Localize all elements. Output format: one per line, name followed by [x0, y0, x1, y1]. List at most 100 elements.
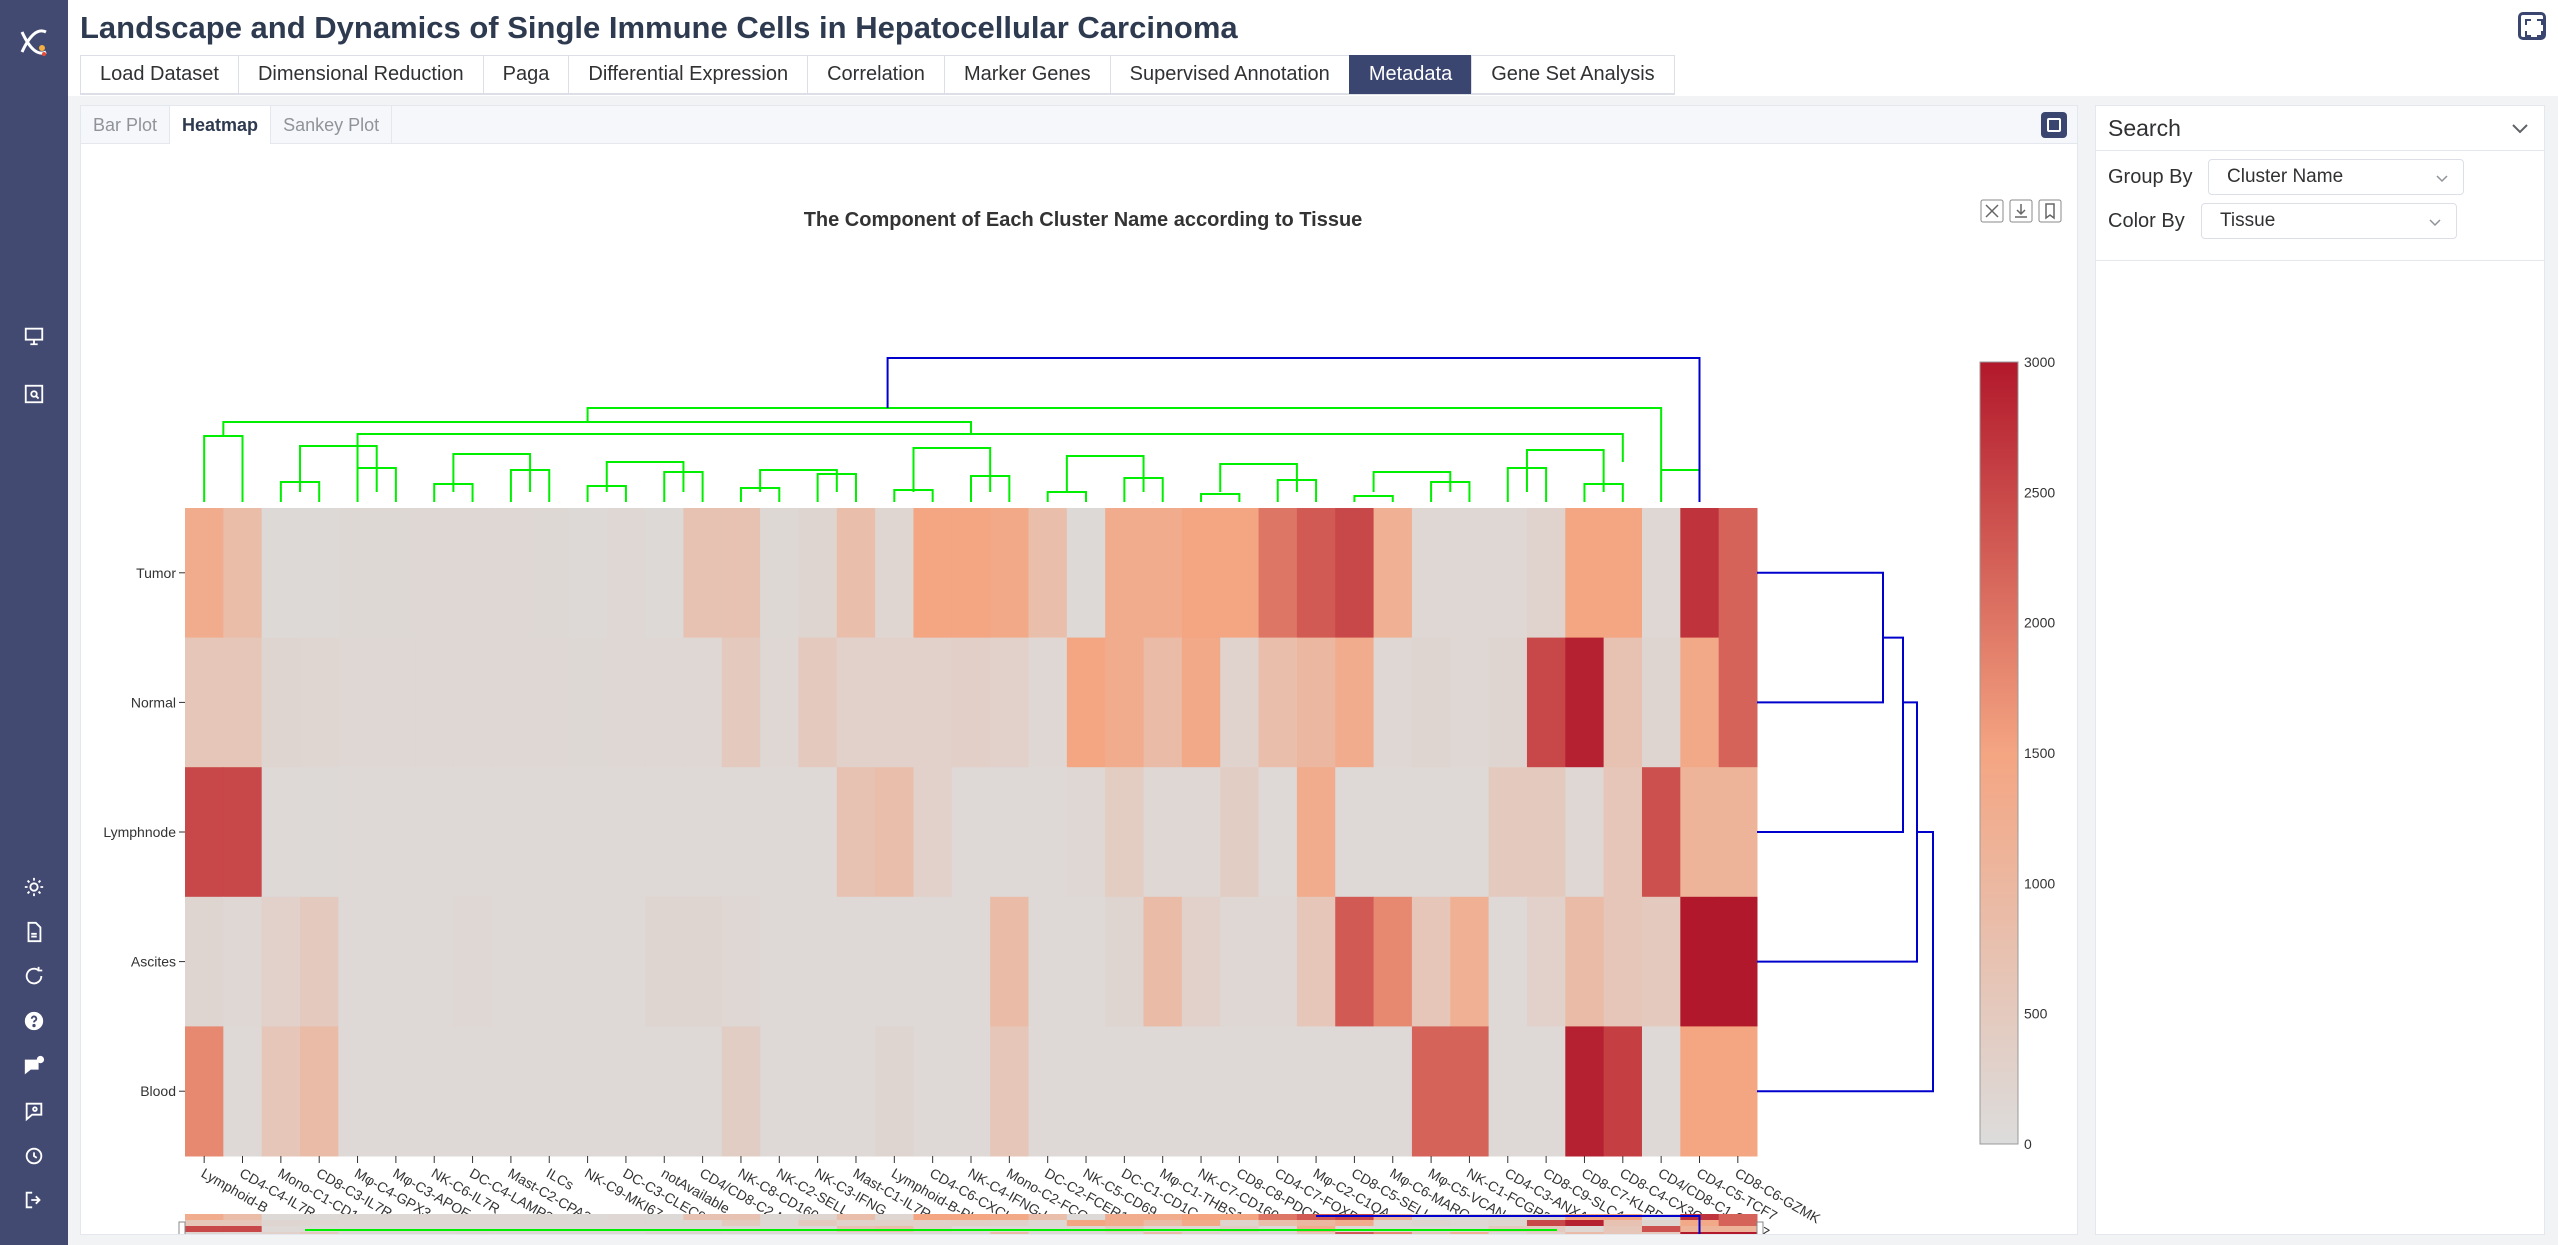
- heatmap-cell: [1526, 508, 1566, 639]
- heatmap-cell: [990, 508, 1030, 639]
- logo-icon[interactable]: [14, 22, 54, 62]
- heatmap-cell: [1066, 637, 1106, 768]
- logout-icon[interactable]: [20, 1186, 48, 1214]
- subtab-heatmap[interactable]: Heatmap: [170, 106, 272, 144]
- heatmap-cell: [1680, 896, 1720, 1027]
- overview-cell: [300, 1232, 339, 1234]
- heatmap-cell: [300, 508, 339, 639]
- color-by-select[interactable]: Tissue: [2201, 203, 2457, 239]
- heatmap-cell: [1488, 508, 1528, 639]
- overview-cell: [1105, 1232, 1145, 1234]
- overview-handle-left[interactable]: [178, 1221, 186, 1234]
- heatmap-cell: [683, 1026, 723, 1157]
- overview-cell: [491, 1214, 531, 1221]
- heatmap-cell: [913, 1026, 953, 1157]
- fullscreen-icon[interactable]: [2518, 12, 2546, 40]
- overview-cell: [491, 1220, 531, 1227]
- heatmap-cell: [1450, 508, 1490, 639]
- heatmap-cell: [338, 767, 378, 898]
- overview-handle-right[interactable]: [1756, 1221, 1764, 1234]
- tab-marker-genes[interactable]: Marker Genes: [943, 55, 1110, 94]
- heatmap-cell: [568, 896, 608, 1027]
- heatmap-cell: [951, 508, 991, 639]
- user-search-icon[interactable]: [20, 1097, 48, 1125]
- group-by-select[interactable]: Cluster Name: [2208, 159, 2464, 195]
- help-icon[interactable]: [20, 1007, 48, 1035]
- overview-cell: [683, 1214, 723, 1221]
- overview-cell: [1450, 1232, 1490, 1234]
- overview-cell: [1718, 1220, 1758, 1227]
- heatmap-cell: [1220, 896, 1260, 1027]
- heatmap-cell: [1105, 1026, 1145, 1157]
- tab-supervised-annotation[interactable]: Supervised Annotation: [1109, 55, 1349, 94]
- overview-cell: [1181, 1220, 1221, 1227]
- heatmap-cell: [1181, 637, 1221, 768]
- overview-cell: [1603, 1232, 1643, 1234]
- overview-cell: [1296, 1220, 1336, 1227]
- tab-load-dataset[interactable]: Load Dataset: [80, 55, 238, 94]
- heatmap-cell: [1450, 637, 1490, 768]
- sun-icon[interactable]: [20, 873, 48, 901]
- heatmap-cell: [300, 1026, 339, 1157]
- heatmap-cell: [1641, 896, 1681, 1027]
- overview-cell: [530, 1232, 569, 1234]
- overview-cell: [300, 1214, 339, 1221]
- colorbar-tick-label: 2000: [2024, 615, 2055, 631]
- content-panel: Bar Plot Heatmap Sankey Plot The Component…: [80, 105, 2078, 1235]
- heatmap-cell: [1680, 508, 1720, 639]
- row-label: Normal: [131, 694, 176, 710]
- overview-cell: [261, 1214, 301, 1221]
- heatmap-cell: [261, 637, 301, 768]
- heatmap-cell: [376, 1026, 416, 1157]
- overview-cell: [1028, 1214, 1068, 1221]
- bookmark-icon[interactable]: [2038, 199, 2062, 223]
- heatmap-cell: [1105, 896, 1145, 1027]
- heatmap-cell: [1220, 508, 1260, 639]
- overview-cell: [990, 1232, 1030, 1234]
- heatmap-cell: [721, 508, 761, 639]
- overview-cell: [990, 1220, 1030, 1227]
- refresh-icon[interactable]: [20, 962, 48, 990]
- file-icon[interactable]: [20, 918, 48, 946]
- tab-differential-expression[interactable]: Differential Expression: [568, 55, 808, 94]
- heatmap-cell: [760, 1026, 799, 1157]
- heatmap-cell: [645, 508, 684, 639]
- heatmap-cell: [798, 767, 838, 898]
- overview-cell: [376, 1232, 416, 1234]
- tab-gene-set-analysis[interactable]: Gene Set Analysis: [1471, 55, 1675, 94]
- heatmap-chart: The Component of Each Cluster Name accor…: [103, 199, 2062, 1234]
- heatmap-cell: [568, 1026, 608, 1157]
- overview-cell: [1450, 1220, 1490, 1227]
- tab-paga[interactable]: Paga: [482, 55, 569, 94]
- overview-cell: [1143, 1214, 1183, 1221]
- history-icon[interactable]: [20, 1142, 48, 1170]
- presentation-icon[interactable]: [20, 322, 48, 350]
- search-header[interactable]: Search: [2096, 106, 2544, 151]
- heatmap-cell: [338, 896, 378, 1027]
- search-document-icon[interactable]: [20, 380, 48, 408]
- heatmap-cell: [453, 508, 493, 639]
- subtab-bar-plot[interactable]: Bar Plot: [81, 106, 171, 144]
- tab-metadata[interactable]: Metadata: [1348, 55, 1472, 94]
- overview-cell: [606, 1220, 646, 1227]
- heatmap-cell: [1373, 896, 1413, 1027]
- chevron-down-icon[interactable]: [2510, 118, 2530, 138]
- heatmap-cell: [683, 508, 723, 639]
- heatmap-cell: [875, 508, 914, 639]
- heatmap-cell: [1220, 1026, 1260, 1157]
- heatmap-cell: [1335, 1026, 1375, 1157]
- tab-correlation[interactable]: Correlation: [807, 55, 944, 94]
- overview-cell: [376, 1220, 416, 1227]
- tab-dimensional-reduction[interactable]: Dimensional Reduction: [237, 55, 483, 94]
- heatmap-cell: [376, 767, 416, 898]
- subtab-sankey-plot[interactable]: Sankey Plot: [271, 106, 393, 144]
- overview-cell: [530, 1220, 569, 1227]
- heatmap-cell: [951, 637, 991, 768]
- heatmap-cell: [1641, 767, 1681, 898]
- panel-toggle-icon[interactable]: [2041, 112, 2067, 138]
- overview-cell: [568, 1220, 608, 1227]
- heatmap-cell: [1411, 1026, 1451, 1157]
- heatmap-cell: [798, 1026, 838, 1157]
- download-icon-glyph: [2015, 204, 2027, 218]
- chat-icon[interactable]: [20, 1052, 48, 1080]
